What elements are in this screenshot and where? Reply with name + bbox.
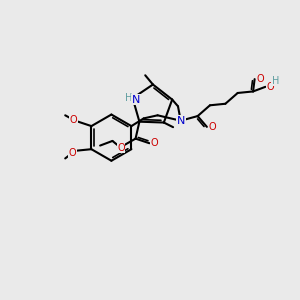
Text: O: O [68,148,76,158]
Text: H: H [125,93,133,103]
Text: N: N [176,116,185,126]
Text: H: H [272,76,279,86]
Text: O: O [267,82,274,92]
Text: N: N [132,95,140,105]
Text: O: O [151,138,159,148]
Text: O: O [257,74,265,84]
Text: O: O [70,115,77,125]
Text: O: O [208,122,216,132]
Text: O: O [117,143,125,153]
